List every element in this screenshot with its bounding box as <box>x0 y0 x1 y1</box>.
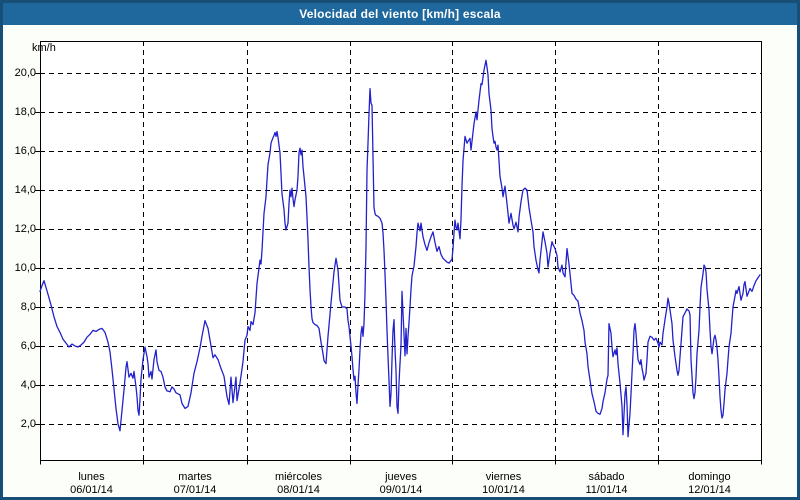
x-day-label-viernes: viernes 10/01/14 <box>482 471 525 496</box>
x-day-label-martes: martes 07/01/14 <box>173 471 217 496</box>
y-tick-label-8: 8,0 <box>20 300 36 313</box>
y-tick-label-20: 20,0 <box>14 66 36 79</box>
y-tick-label-16: 16,0 <box>14 144 36 157</box>
x-day-label-sábado: sábado 11/01/14 <box>585 471 628 496</box>
y-tick-label-18: 18,0 <box>14 105 36 118</box>
wind-speed-series-line <box>39 59 761 438</box>
horizontal-gridlines <box>40 73 761 425</box>
title-bar: Velocidad del viento [km/h] escala <box>3 3 797 25</box>
y-tick-label-4: 4,0 <box>20 378 36 391</box>
axis-ticks <box>35 73 762 465</box>
x-day-label-jueves: jueves 09/01/14 <box>379 471 423 496</box>
y-tick-label-12: 12,0 <box>14 222 36 235</box>
y-tick-label-6: 6,0 <box>20 339 36 352</box>
x-day-label-lunes: lunes 06/01/14 <box>70 471 113 496</box>
x-day-label-miércoles: miércoles 08/01/14 <box>274 471 323 496</box>
plot-area <box>40 41 762 461</box>
y-axis-unit-label: km/h <box>32 42 56 54</box>
y-tick-label-14: 14,0 <box>14 183 36 196</box>
y-tick-label-10: 10,0 <box>14 261 36 274</box>
x-day-label-domingo: domingo 12/01/14 <box>688 471 731 496</box>
chart-title: Velocidad del viento [km/h] escala <box>299 7 501 21</box>
y-tick-label-2: 2,0 <box>20 417 36 430</box>
